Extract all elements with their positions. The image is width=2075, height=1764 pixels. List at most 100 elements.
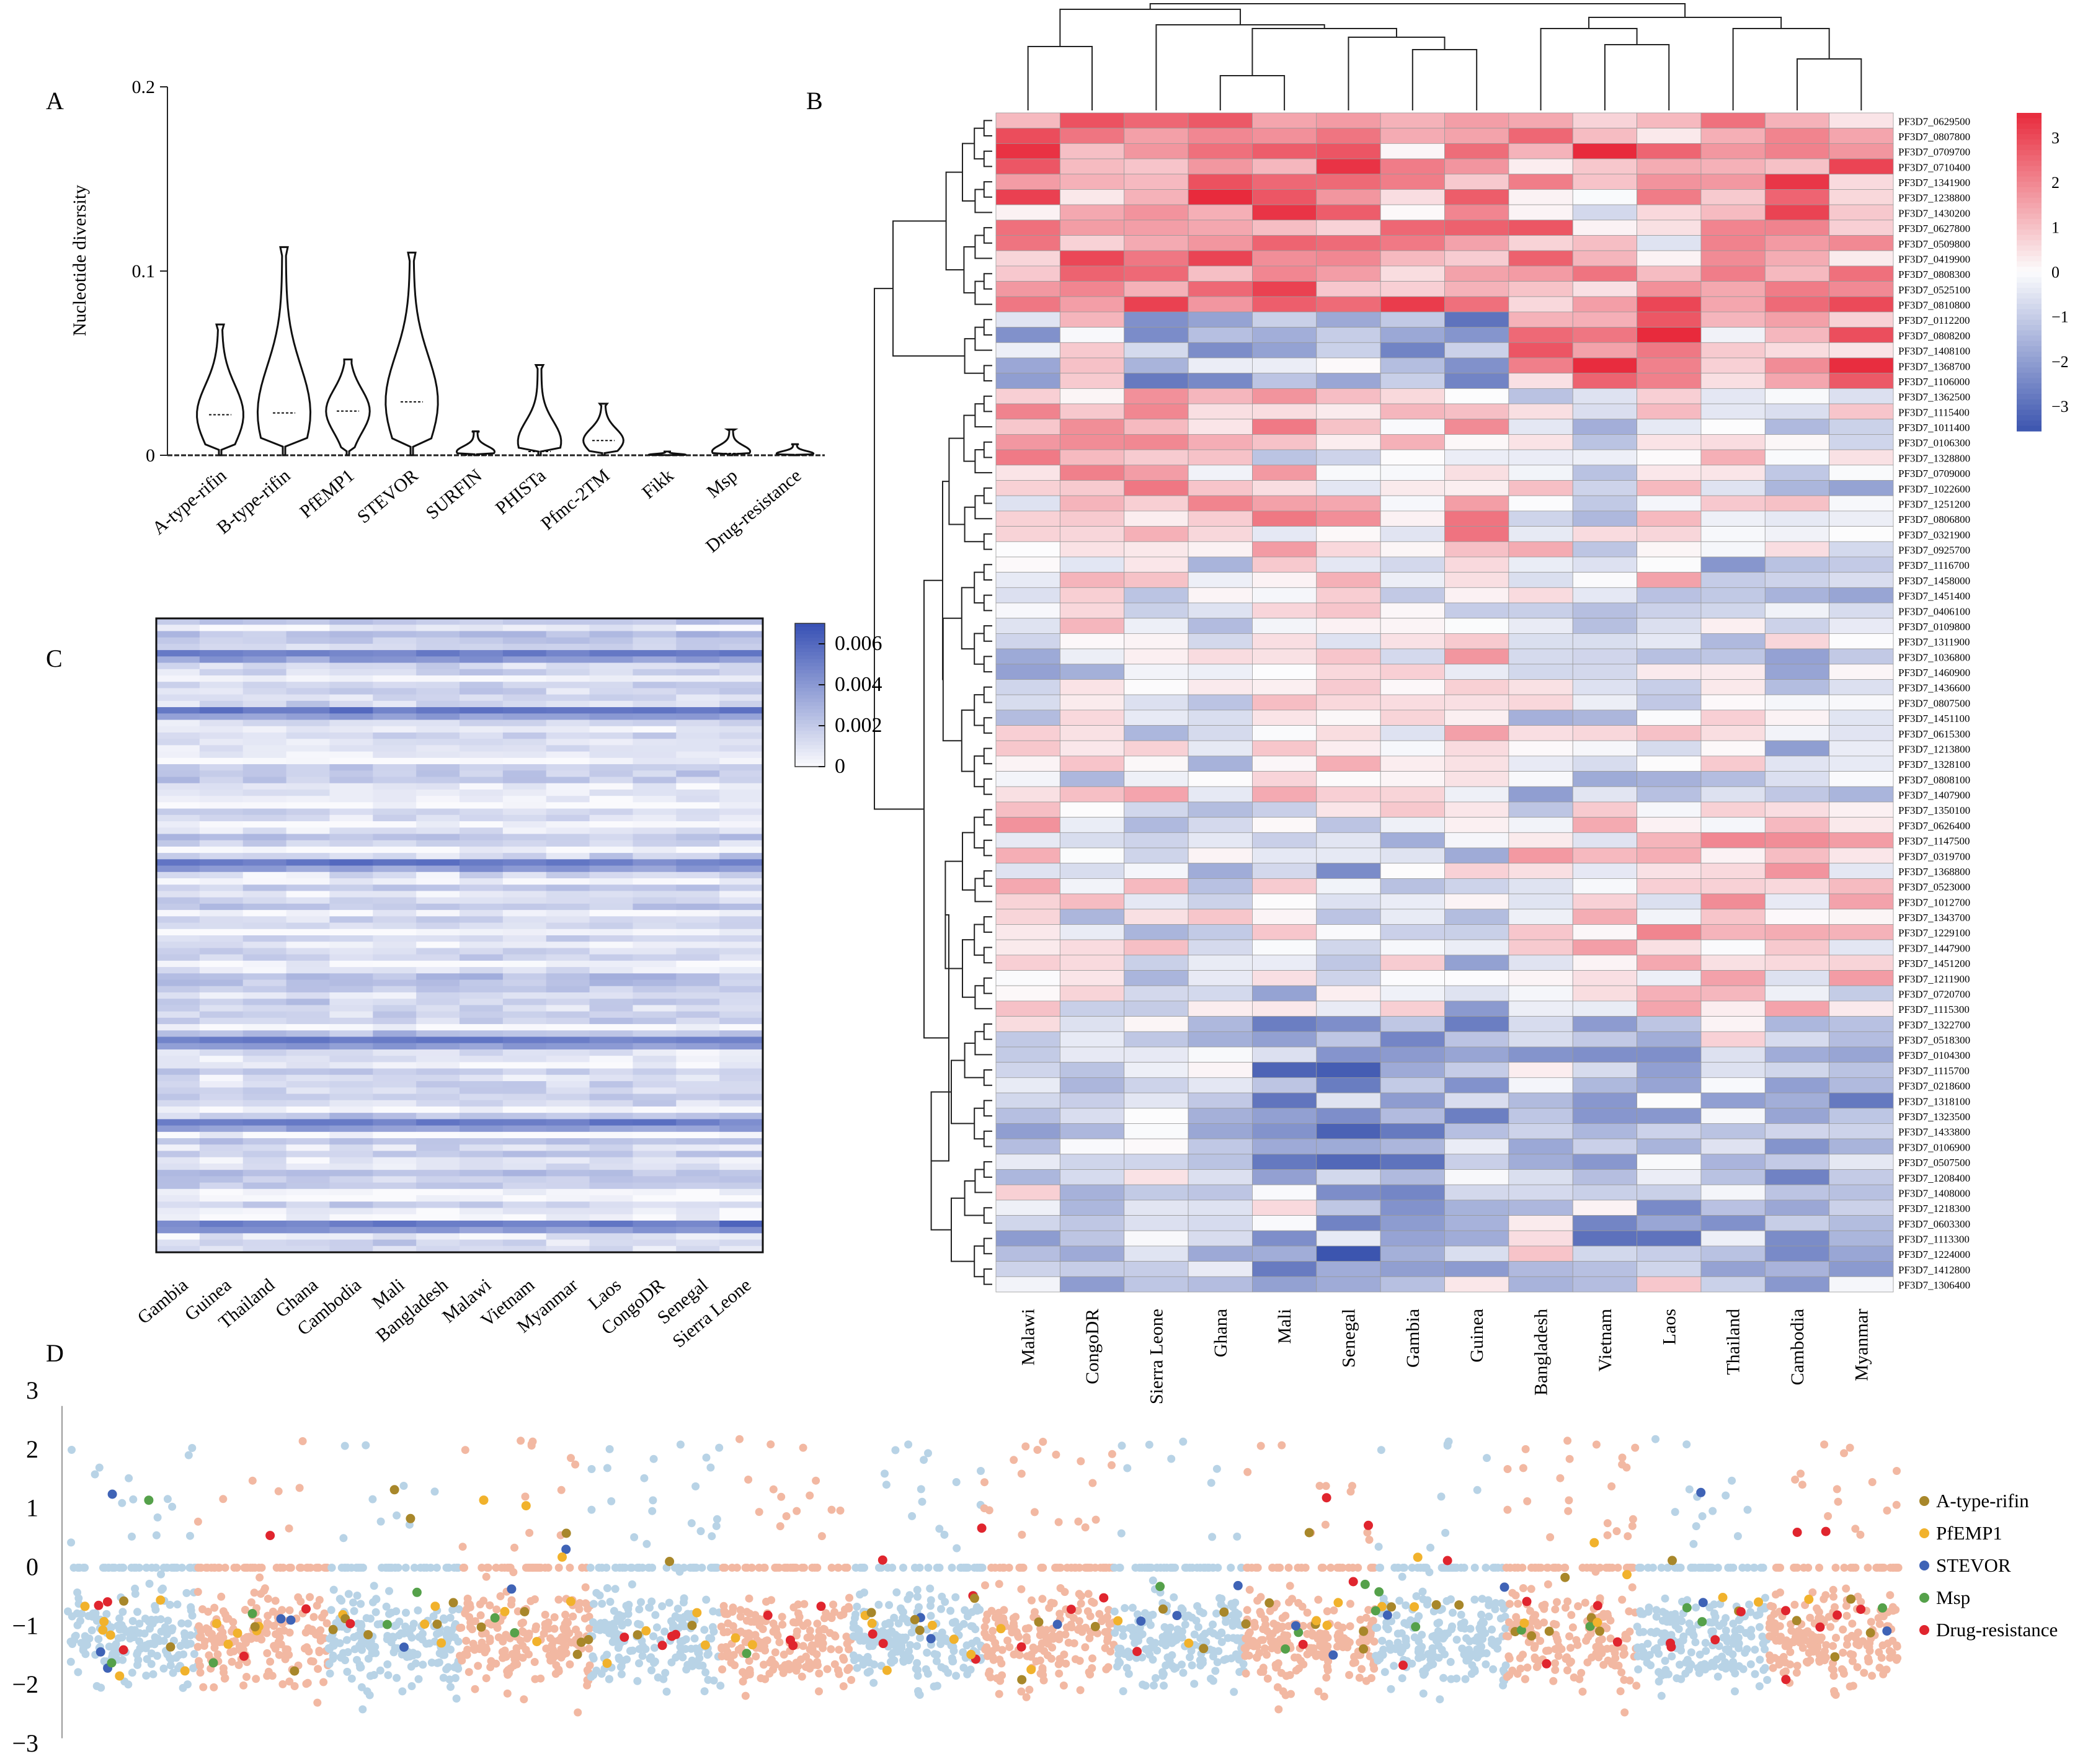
diversity-cell	[676, 694, 720, 702]
heatmap-cell	[1444, 1092, 1509, 1109]
diversity-cell	[416, 1163, 460, 1170]
heatmap-cell	[1637, 403, 1702, 420]
dendrogram-link	[983, 1207, 992, 1224]
diversity-cell	[416, 903, 460, 911]
heatmap-cell	[1252, 1169, 1317, 1185]
heatmap-cell	[1316, 1169, 1381, 1185]
heatmap-cell	[1508, 296, 1573, 313]
scatter-point	[924, 1564, 933, 1572]
diversity-cell	[199, 992, 244, 999]
dendrogram-link	[983, 1130, 992, 1147]
scatter-point	[442, 1665, 451, 1673]
heatmap-cell	[1252, 1276, 1317, 1293]
scatter-point	[983, 1633, 992, 1641]
scatter-point	[906, 1641, 915, 1649]
scatter-point	[166, 1661, 175, 1670]
diversity-cell	[242, 1043, 287, 1050]
diversity-cell	[242, 1049, 287, 1056]
heatmap-cell	[1124, 311, 1189, 328]
heatmap-cell	[1572, 526, 1637, 542]
diversity-cell	[416, 986, 460, 993]
heatmap-cell	[1380, 541, 1445, 558]
violin-shape	[775, 443, 815, 457]
scatter-point	[546, 1634, 554, 1642]
heatmap-cell	[1316, 311, 1381, 328]
scatter-point	[1365, 1536, 1374, 1544]
scatter-point	[459, 1564, 468, 1572]
diversity-cell	[676, 1113, 720, 1120]
scatter-point	[482, 1572, 491, 1581]
scatter-point	[839, 1654, 848, 1662]
scatter-point	[458, 1543, 467, 1551]
dendrogram-link	[1588, 17, 1782, 29]
heatmap-cell	[1380, 311, 1445, 328]
heatmap-cell	[1637, 556, 1702, 573]
heatmap-cell	[1829, 572, 1894, 588]
heatmap-cell	[1572, 618, 1637, 634]
scatter-point	[141, 1641, 150, 1650]
heatmap-cell	[1572, 403, 1637, 420]
heatmap-cell	[1252, 664, 1317, 680]
diversity-cell	[373, 922, 417, 930]
diversity-cell	[633, 1100, 677, 1107]
heatmap-cell	[1700, 281, 1766, 297]
diversity-cell	[502, 1163, 547, 1170]
diversity-cell	[460, 1024, 504, 1031]
diversity-cell	[546, 1176, 590, 1183]
diversity-cell	[719, 732, 763, 739]
diversity-cell	[199, 656, 244, 664]
heatmap-cell	[1124, 265, 1189, 282]
scatter-point	[347, 1564, 356, 1572]
diversity-cell	[633, 1074, 677, 1082]
diversity-cell	[199, 871, 244, 879]
scatter-point	[1073, 1606, 1082, 1615]
diversity-cell	[719, 1036, 763, 1044]
heatmap-cell	[1188, 388, 1253, 404]
heatmap-cell	[1508, 556, 1573, 573]
heatmap-cell	[1252, 388, 1317, 404]
diversity-cell	[156, 764, 200, 771]
heatmap-row-labels: PF3D7_0629500PF3D7_0807800PF3D7_0709700P…	[1898, 115, 1970, 1291]
diversity-cell	[242, 1036, 287, 1044]
scatter-point	[659, 1675, 668, 1683]
scale-gradient-step	[795, 652, 825, 656]
heatmap-cell	[1188, 878, 1253, 894]
heatmap-cell	[1059, 403, 1125, 420]
diversity-cell	[460, 954, 504, 961]
scatter-point	[554, 1595, 563, 1604]
heatmap-row-label: PF3D7_0709000	[1898, 468, 1970, 479]
heatmap-cell	[1444, 1077, 1509, 1094]
scatter-point	[382, 1602, 391, 1611]
diversity-cell	[286, 846, 330, 853]
diversity-cell	[329, 846, 373, 853]
diversity-cell	[416, 853, 460, 860]
diversity-cell	[373, 770, 417, 777]
diversity-cell	[633, 783, 677, 790]
diversity-cell	[199, 783, 244, 790]
diversity-cell	[416, 1049, 460, 1056]
heatmap-cell	[1572, 755, 1637, 772]
heatmap-cell	[1700, 771, 1766, 787]
diversity-cell	[286, 922, 330, 930]
scatter-point	[134, 1656, 143, 1664]
diversity-cell	[286, 821, 330, 828]
scatter-point	[1018, 1530, 1026, 1539]
scatter-point	[393, 1673, 401, 1682]
diversity-cell	[676, 1036, 720, 1044]
diversity-cell	[329, 777, 373, 784]
diversity-cell	[719, 770, 763, 777]
heatmap-cell	[1380, 939, 1445, 956]
diversity-cell	[199, 1131, 244, 1139]
diversity-cell	[633, 777, 677, 784]
scatter-point	[125, 1474, 133, 1482]
diversity-cell	[416, 1239, 460, 1247]
scatter-point	[803, 1619, 812, 1628]
heatmap-cell	[1252, 694, 1317, 711]
diversity-cell	[633, 916, 677, 924]
dendrogram-link	[948, 437, 965, 525]
heatmap-cell	[1572, 1215, 1637, 1231]
scatter-point	[933, 1682, 941, 1690]
diversity-cell	[460, 1176, 504, 1183]
diversity-cell	[676, 1138, 720, 1145]
diversity-cell	[676, 1233, 720, 1241]
